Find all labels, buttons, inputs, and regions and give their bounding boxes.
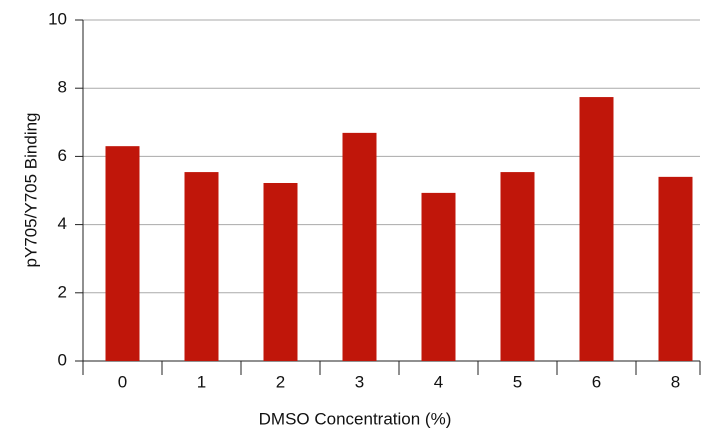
x-tick-label: 8 bbox=[671, 372, 680, 391]
x-tick-label: 0 bbox=[118, 372, 127, 391]
x-tick-label: 5 bbox=[513, 372, 522, 391]
y-tick-label: 8 bbox=[58, 78, 67, 97]
x-tick-label: 1 bbox=[197, 372, 206, 391]
x-tick-label: 3 bbox=[355, 372, 364, 391]
bar bbox=[579, 97, 614, 361]
y-tick-label: 0 bbox=[58, 350, 67, 369]
bar bbox=[184, 172, 219, 361]
x-tick-label: 4 bbox=[434, 372, 443, 391]
x-tick-label: 6 bbox=[592, 372, 601, 391]
bar bbox=[421, 192, 456, 361]
bar bbox=[342, 132, 377, 361]
y-tick-label: 6 bbox=[58, 146, 67, 165]
y-tick-label: 4 bbox=[58, 214, 67, 233]
bar bbox=[263, 182, 298, 361]
bar bbox=[105, 146, 140, 361]
x-tick-label: 2 bbox=[276, 372, 285, 391]
y-axis-label: pY705/Y705 Binding bbox=[21, 112, 40, 267]
x-axis-label: DMSO Concentration (%) bbox=[259, 409, 452, 428]
bar bbox=[500, 172, 535, 361]
bar bbox=[658, 176, 693, 361]
y-tick-label: 2 bbox=[58, 282, 67, 301]
y-tick-label: 10 bbox=[48, 9, 67, 28]
